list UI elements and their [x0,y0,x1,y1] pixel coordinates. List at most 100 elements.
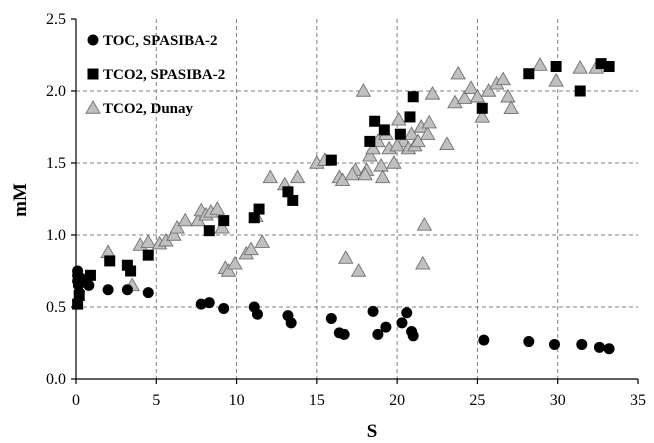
circle-point [102,284,114,296]
square-point [595,58,607,70]
triangle-point [365,140,381,155]
triangle-point [337,250,354,264]
circle-point [593,341,605,353]
square-point [364,135,376,147]
circle-point [523,336,535,348]
legend: TOC, SPASIBA-2 TCO2, SPASIBA-2 TCO2, Dunay [85,33,225,117]
x-tick-label: 15 [309,392,325,409]
triangle-point [373,157,389,172]
square-point [248,212,260,224]
triangle-point [209,201,226,215]
y-tick-label: 1.5 [46,155,66,172]
circle-point [285,317,297,329]
y-axis-title: mM [10,183,31,217]
square-point [203,225,215,237]
y-tick-label: 0.5 [46,299,66,316]
circle-point [549,338,561,350]
triangle-point [416,217,433,231]
legend-circle-marker [87,34,99,46]
triangle-point [474,109,491,123]
triangle-point [344,166,360,181]
triangle-point [177,212,193,227]
legend-entry: TCO2, Dunay [85,100,194,117]
series-0 [72,265,615,355]
x-tick-label: 10 [229,392,245,409]
triangle-point [362,147,378,162]
triangle-point [355,83,372,97]
triangle-point [456,90,473,104]
triangle-point [419,126,436,140]
triangle-point [572,60,588,74]
triangle-point [220,263,237,277]
triangle-point [421,114,438,129]
x-tick-label: 5 [152,392,160,409]
triangle-point [254,234,271,248]
y-tick-label: 2.0 [46,83,66,100]
data-points [72,57,615,355]
legend-square-marker [87,68,99,80]
y-tick-label: 0.0 [46,371,66,388]
square-point [84,269,96,281]
square-point [125,265,137,277]
triangle-point [169,219,185,234]
triangle-point [463,80,479,94]
legend-label: TCO2, SPASIBA-2 [103,67,225,83]
triangle-point [374,169,391,184]
triangle-point [289,169,306,184]
square-point [394,128,406,140]
x-tick-label: 0 [72,392,80,409]
square-point [287,194,299,206]
square-point [218,215,230,227]
triangle-point [503,100,519,114]
triangle-point [415,255,431,270]
triangle-point [389,137,405,152]
x-axis-title: S [367,421,378,442]
triangle-point [424,85,441,100]
square-point [282,186,294,198]
triangle-point [469,88,486,103]
triangle-point [532,57,548,71]
square-point [253,203,265,215]
legend-entry: TCO2, SPASIBA-2 [87,67,225,83]
triangle-point [357,166,373,181]
y-tick-label: 2.5 [46,11,66,28]
triangle-point [262,169,279,184]
legend-entry: TOC, SPASIBA-2 [87,33,217,49]
circle-point [83,279,95,291]
triangle-point [140,234,157,248]
square-point [407,91,419,103]
square-point [476,102,488,114]
circle-point [576,338,588,350]
triangle-point [166,227,182,241]
square-point [550,61,562,73]
square-point [574,85,586,97]
triangle-point [350,263,367,277]
circle-point [380,321,392,333]
triangle-point [500,88,516,103]
x-tick-label: 25 [469,392,485,409]
series-1 [72,58,615,310]
square-point [104,255,116,267]
triangle-point [386,155,402,169]
axes [71,18,639,384]
triangle-point [243,241,259,256]
legend-label: TOC, SPASIBA-2 [103,33,217,49]
triangle-point [480,83,497,97]
circle-point [142,287,154,299]
square-point [404,111,416,123]
tick-labels: 0 5 10 15 20 25 30 35 0.0 0.5 1.0 1.5 2.0 2.5 [46,11,646,409]
circle-point [401,307,413,319]
triangle-point [214,219,230,234]
circle-point [121,284,133,296]
square-point [378,124,390,136]
circle-point [325,313,337,325]
circle-point [603,343,615,355]
circle-point [396,317,408,329]
circle-point [251,308,263,320]
circle-point [407,330,419,342]
square-point [72,298,84,310]
square-point [121,259,133,271]
triangle-point [390,111,407,126]
legend-label: TCO2, Dunay [103,101,194,117]
